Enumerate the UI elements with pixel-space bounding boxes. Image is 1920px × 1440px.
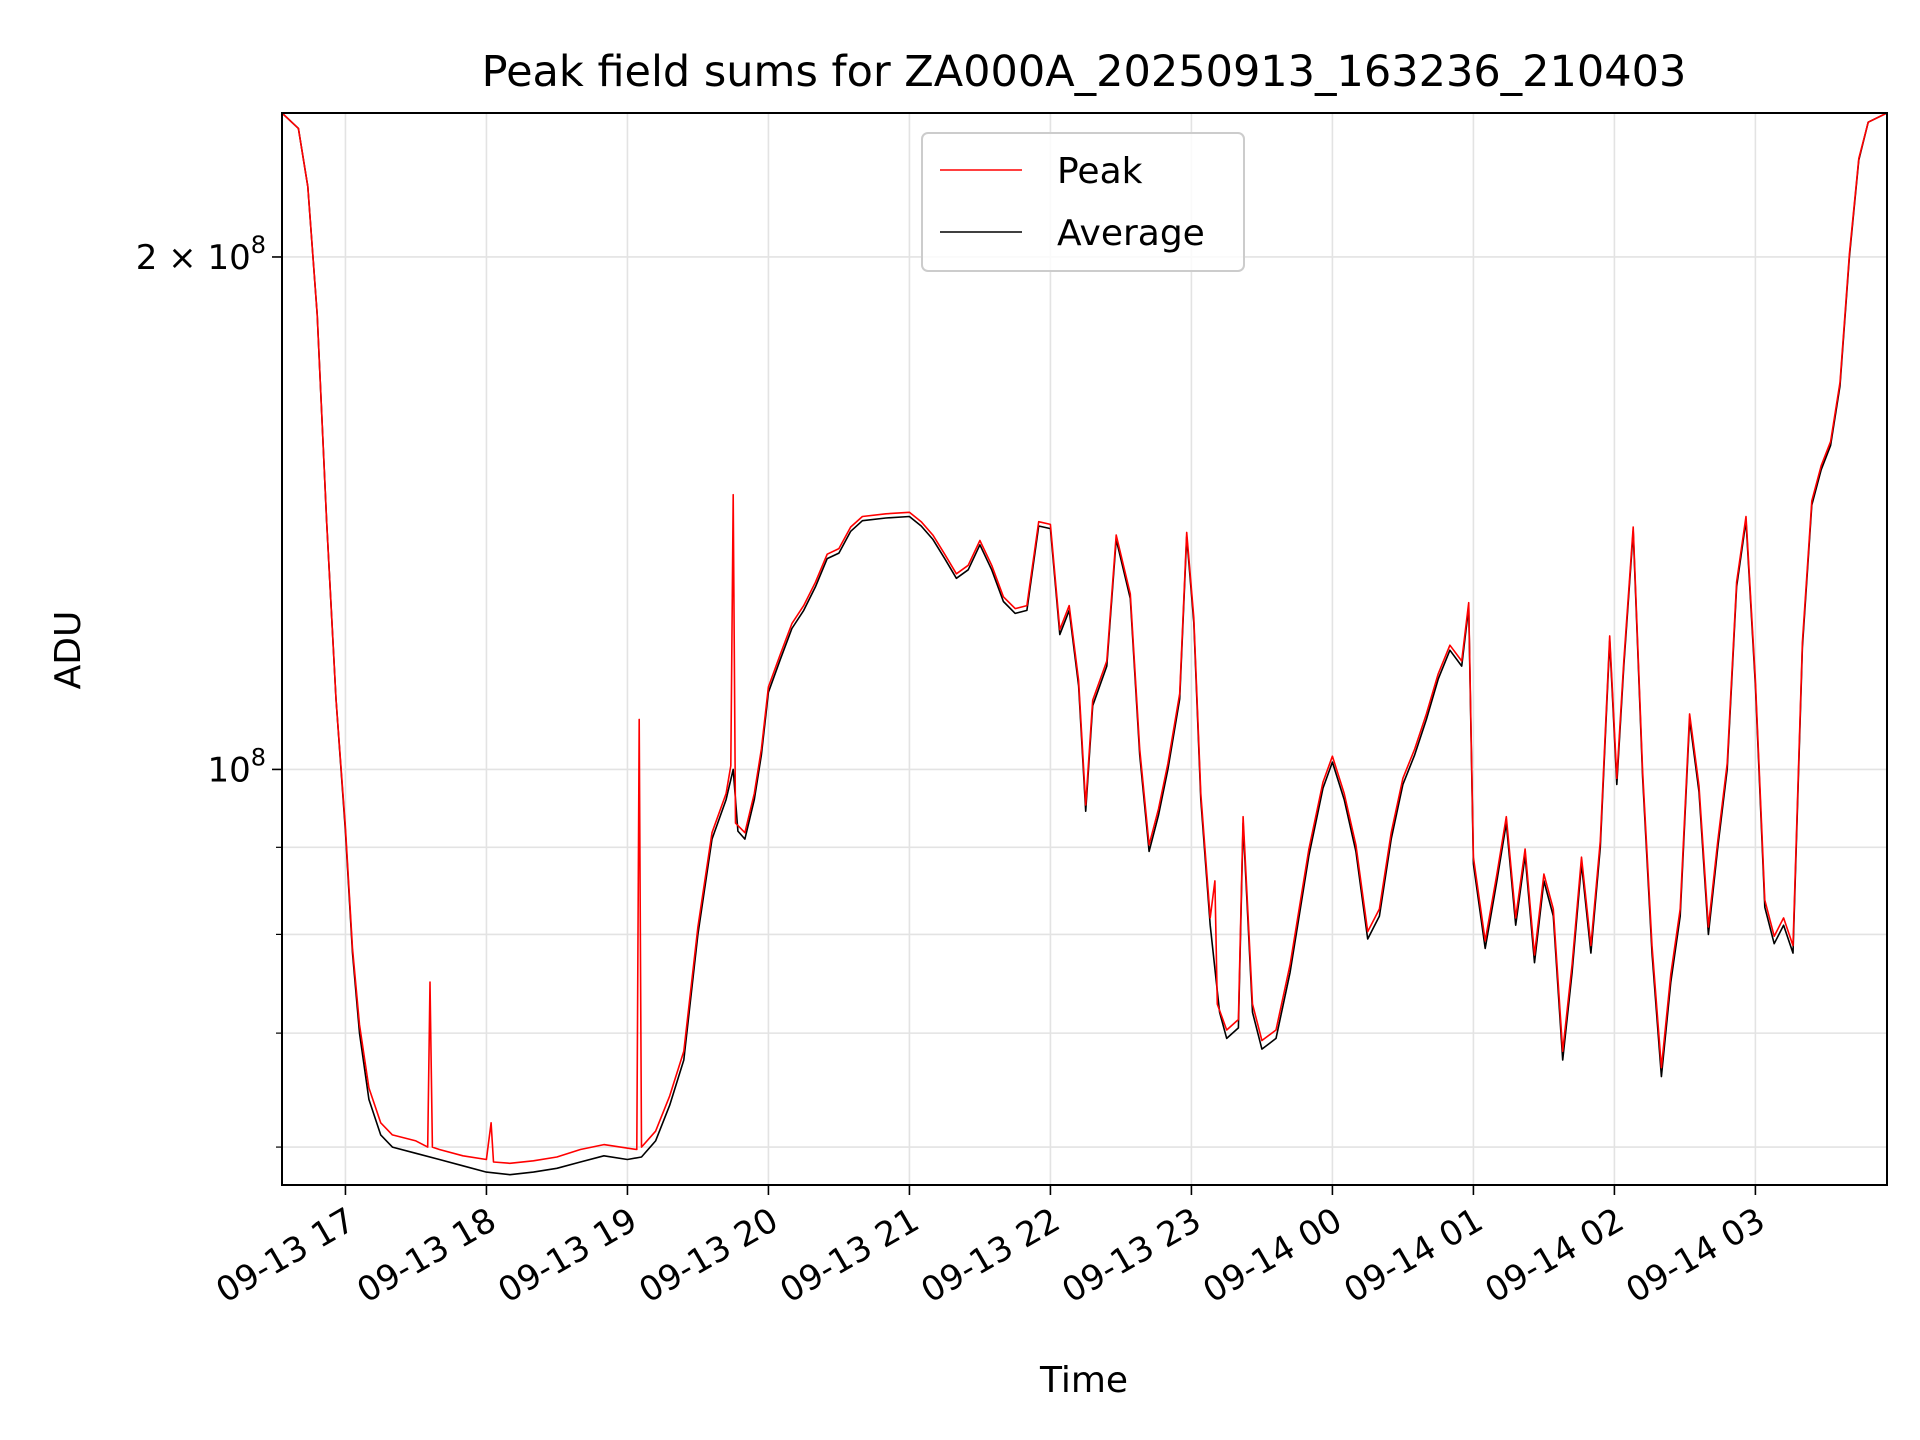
legend: Peak Average [921,132,1245,272]
legend-label-average: Average [1057,213,1205,254]
legend-label-peak: Peak [1057,151,1143,192]
legend-box [921,132,1245,272]
y-axis-label: ADU [48,611,89,690]
y-tick-label: 2 × 108 [136,231,266,278]
x-axis-label: Time [1039,1360,1128,1401]
y-tick-label-base: 2 × 10 [136,238,251,278]
y-tick-label-exponent: 8 [251,743,266,771]
chart-title: Peak field sums for ZA000A_20250913_1632… [482,47,1687,97]
y-tick-label-base: 10 [207,750,250,790]
y-tick-label-exponent: 8 [251,231,266,259]
grid-layer [282,113,1887,1185]
series-line-peak [282,113,1887,1165]
plot-frame [281,112,1888,1186]
series-layer [282,113,1887,1176]
y-tick-label: 108 [207,743,266,790]
